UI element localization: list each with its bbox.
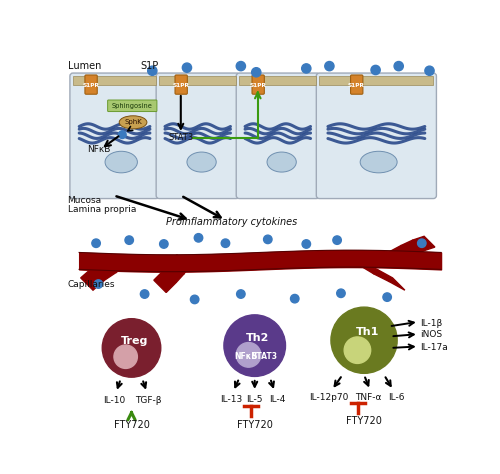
Circle shape	[140, 290, 149, 298]
FancyBboxPatch shape	[252, 75, 264, 94]
Text: S1PR: S1PR	[172, 83, 190, 88]
Polygon shape	[377, 269, 405, 290]
Text: Lamina propria: Lamina propria	[68, 205, 136, 214]
Text: S1P: S1P	[141, 61, 159, 71]
FancyBboxPatch shape	[350, 75, 363, 94]
Circle shape	[190, 295, 199, 304]
Circle shape	[182, 63, 192, 72]
Bar	[240, 76, 316, 85]
Circle shape	[336, 289, 345, 298]
Text: Proinflammatory cytokines: Proinflammatory cytokines	[166, 218, 297, 228]
Text: IL-4: IL-4	[270, 395, 286, 404]
Circle shape	[425, 66, 434, 75]
Circle shape	[102, 319, 161, 377]
Text: FTY720: FTY720	[237, 419, 272, 429]
Circle shape	[236, 290, 245, 298]
Circle shape	[333, 236, 342, 245]
Circle shape	[224, 315, 286, 376]
FancyBboxPatch shape	[236, 73, 320, 199]
Text: IL-12p70: IL-12p70	[309, 393, 348, 402]
Text: Mucosa: Mucosa	[68, 196, 102, 205]
FancyBboxPatch shape	[85, 75, 97, 94]
Polygon shape	[104, 255, 124, 273]
Text: Treg: Treg	[120, 336, 148, 346]
Text: SphK: SphK	[124, 119, 142, 125]
Ellipse shape	[105, 151, 138, 173]
Text: iNOS: iNOS	[420, 330, 442, 339]
Text: Sphingosine: Sphingosine	[112, 103, 152, 109]
Circle shape	[325, 62, 334, 71]
Circle shape	[94, 280, 102, 288]
Ellipse shape	[267, 152, 296, 172]
Circle shape	[236, 62, 246, 71]
Text: STAT3: STAT3	[168, 133, 194, 142]
FancyBboxPatch shape	[316, 73, 436, 199]
Polygon shape	[401, 240, 423, 256]
FancyBboxPatch shape	[175, 75, 188, 94]
Circle shape	[125, 236, 134, 245]
Circle shape	[331, 307, 397, 374]
Text: S1PR: S1PR	[82, 83, 99, 88]
FancyBboxPatch shape	[70, 73, 159, 199]
Text: IL-6: IL-6	[388, 393, 404, 402]
Text: IL-17a: IL-17a	[420, 343, 448, 352]
Polygon shape	[412, 237, 435, 251]
Circle shape	[92, 239, 100, 247]
Bar	[320, 76, 434, 85]
Circle shape	[344, 337, 370, 364]
Text: Th1: Th1	[356, 327, 379, 337]
Circle shape	[383, 293, 392, 301]
Circle shape	[118, 131, 126, 138]
Text: IL-10: IL-10	[104, 396, 126, 405]
Circle shape	[371, 65, 380, 74]
Circle shape	[194, 234, 202, 242]
Text: STAT3: STAT3	[252, 352, 278, 361]
Ellipse shape	[187, 152, 216, 172]
Ellipse shape	[119, 116, 147, 129]
Circle shape	[114, 345, 138, 368]
Circle shape	[221, 239, 230, 247]
FancyBboxPatch shape	[156, 73, 240, 199]
Polygon shape	[350, 255, 374, 274]
Polygon shape	[390, 246, 412, 263]
Polygon shape	[362, 262, 390, 282]
Polygon shape	[172, 255, 190, 274]
Polygon shape	[154, 270, 176, 292]
Bar	[159, 76, 236, 85]
Text: NFκB: NFκB	[234, 352, 257, 361]
Circle shape	[418, 239, 426, 247]
Bar	[73, 76, 156, 85]
Text: TGF-β: TGF-β	[135, 396, 162, 405]
Circle shape	[264, 235, 272, 244]
FancyBboxPatch shape	[108, 100, 157, 111]
Text: TNF-α: TNF-α	[356, 393, 382, 402]
Polygon shape	[92, 260, 116, 280]
Polygon shape	[80, 268, 104, 290]
Circle shape	[148, 66, 157, 75]
Text: FTY720: FTY720	[114, 420, 150, 430]
Circle shape	[252, 68, 261, 77]
Text: S1PR: S1PR	[250, 83, 266, 88]
Text: NFκB: NFκB	[87, 145, 110, 154]
Circle shape	[302, 240, 310, 248]
Text: IL-13: IL-13	[220, 395, 242, 404]
Text: Th2: Th2	[246, 333, 270, 343]
Text: S1PR: S1PR	[348, 83, 365, 88]
Circle shape	[290, 294, 299, 303]
Polygon shape	[164, 262, 184, 283]
Circle shape	[236, 343, 261, 367]
Text: FTY720: FTY720	[346, 417, 382, 427]
Text: Capillaries: Capillaries	[68, 280, 115, 289]
Text: Lumen: Lumen	[68, 61, 101, 71]
Circle shape	[160, 240, 168, 248]
Text: IL-5: IL-5	[246, 395, 263, 404]
Circle shape	[394, 62, 404, 71]
Circle shape	[302, 64, 311, 73]
Text: IL-1β: IL-1β	[420, 319, 442, 328]
Ellipse shape	[360, 151, 397, 173]
